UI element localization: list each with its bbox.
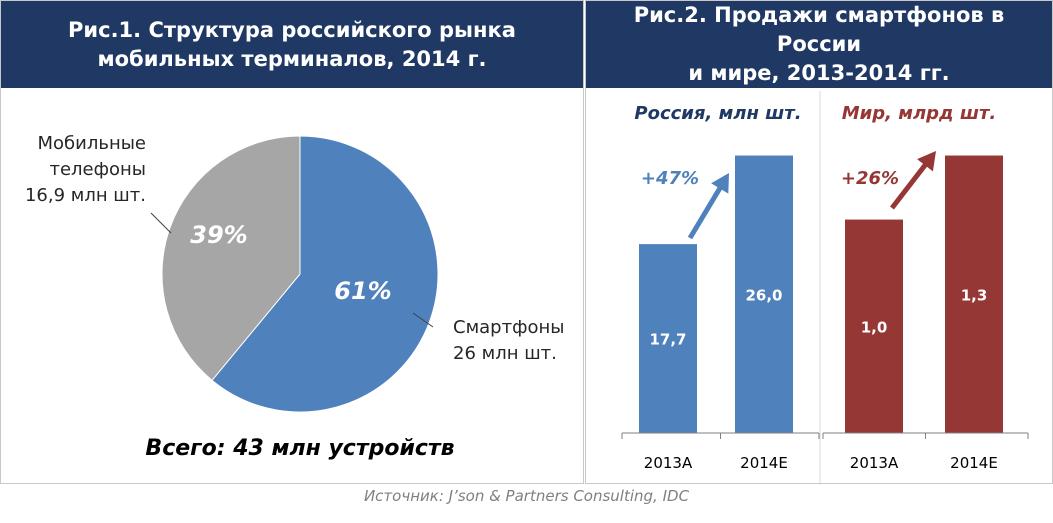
bar bbox=[735, 155, 793, 434]
figure-1-panel: Рис.1. Структура российского рынка мобил… bbox=[0, 0, 584, 484]
growth-label: +26% bbox=[841, 168, 899, 189]
pie-slice-label: Смартфоны 26 млн шт. bbox=[453, 317, 564, 364]
pie-slice bbox=[161, 135, 301, 382]
x-tick-label: 2014E bbox=[740, 454, 788, 472]
x-tick-label: 2014E bbox=[950, 454, 998, 472]
growth-arrow-head bbox=[711, 173, 729, 194]
growth-arrow-shaft bbox=[890, 156, 933, 210]
figure-2-title: Рис.2. Продажи смартфонов в России и мир… bbox=[586, 1, 1052, 88]
leader-line bbox=[412, 312, 434, 328]
x-tick-label: 2013A bbox=[644, 454, 693, 472]
bar bbox=[945, 155, 1003, 434]
bar bbox=[639, 244, 697, 433]
pie-total-label: Всего: 43 млн устройств bbox=[145, 436, 454, 461]
bar-value-label: 26,0 bbox=[745, 286, 782, 304]
growth-arrow-shaft bbox=[687, 179, 727, 240]
pie-percent-label: 61% bbox=[334, 277, 391, 305]
bar-chart-title: Россия, млн шт. bbox=[634, 103, 801, 124]
bar-chart-title: Мир, млрд шт. bbox=[842, 103, 997, 124]
bar-charts: Россия, млн шт. 17,7 2013A 26,0 2014E +47% Мир… bbox=[621, 91, 1029, 485]
x-tick-label: 2013A bbox=[850, 454, 899, 472]
pie-chart: 61% Смартфоны 26 млн шт. 39% Мобильные телефо… bbox=[25, 133, 565, 461]
pie-slice bbox=[211, 135, 439, 413]
bar-value-label: 1,3 bbox=[961, 286, 988, 304]
bar-value-label: 17,7 bbox=[649, 331, 686, 349]
figure-2-panel: Рис.2. Продажи смартфонов в России и мир… bbox=[585, 0, 1053, 485]
pie-percent-label: 39% bbox=[190, 221, 247, 249]
bar bbox=[845, 219, 903, 433]
figure-1-title: Рис.1. Структура российского рынка мобил… bbox=[1, 1, 583, 88]
source-note: Источник: J’son & Partners Consulting, I… bbox=[363, 487, 690, 505]
pie-slice-label: Мобильные телефоны 16,9 млн шт. bbox=[25, 133, 146, 206]
growth-label: +47% bbox=[641, 168, 699, 189]
growth-arrow-head bbox=[917, 151, 936, 172]
leader-line bbox=[150, 212, 172, 234]
bar-value-label: 1,0 bbox=[861, 318, 888, 336]
